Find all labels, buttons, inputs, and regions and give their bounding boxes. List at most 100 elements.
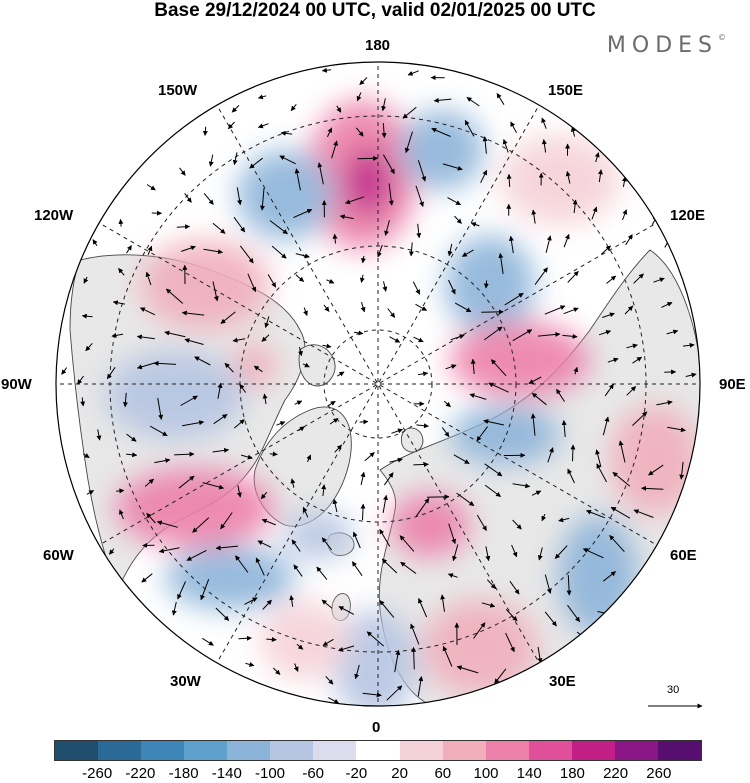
wind-vector-arrow	[351, 561, 363, 576]
wind-vector-arrow	[621, 176, 627, 187]
wind-vector-arrow	[418, 598, 428, 618]
wind-vector-arrow	[280, 130, 293, 136]
wind-vector-arrow	[470, 358, 476, 375]
wind-vector-arrow	[126, 452, 138, 458]
wind-vector-arrow	[582, 548, 604, 559]
colorbar-swatch	[485, 741, 529, 760]
wind-vector-arrow	[400, 561, 417, 575]
landmass-greenland	[253, 406, 352, 527]
wind-vector-arrow	[146, 512, 156, 524]
wind-vector-arrow	[496, 92, 505, 105]
wind-vector-arrow	[202, 482, 225, 490]
wind-vector-arrow	[157, 397, 164, 420]
wind-vector-arrow	[633, 273, 644, 284]
wind-vector-arrow	[484, 484, 502, 498]
anomaly-shading	[105, 100, 700, 706]
wind-vector-arrow	[505, 632, 515, 653]
wind-vector-arrow	[112, 300, 125, 306]
wind-vector-arrow	[442, 163, 463, 171]
wind-vector-arrow	[294, 400, 303, 406]
colorbar-swatch	[571, 741, 615, 760]
wind-vector-arrow	[433, 97, 452, 103]
wind-vector-arrow	[213, 413, 228, 425]
wind-vector-arrow	[359, 77, 368, 86]
wind-vector-arrow	[607, 357, 619, 363]
wind-vector-arrow	[567, 604, 581, 623]
wind-vector-arrow	[354, 664, 360, 680]
wind-vector-arrow	[269, 220, 288, 235]
anomaly-positive-east-siberia	[500, 135, 620, 225]
wind-vector-arrow	[180, 395, 198, 406]
lon-label-120e: 120E	[670, 207, 706, 224]
anomaly-negative-siberia	[445, 235, 535, 335]
colorbar-tick-label: 100	[473, 765, 499, 782]
wind-vector-arrow	[417, 160, 427, 182]
colorbar-tick-label: -60	[302, 765, 325, 782]
wind-vector-arrow	[136, 334, 155, 340]
wind-vector-arrow	[295, 253, 310, 259]
colorbar-swatch	[528, 741, 572, 760]
colorbar-swatch	[399, 741, 443, 760]
wind-vector-arrow	[667, 426, 686, 433]
wind-vector-arrow	[331, 140, 338, 159]
wind-vector-arrow	[322, 343, 332, 349]
wind-vector-arrow	[122, 392, 128, 408]
wind-vector-arrow	[262, 393, 268, 405]
wind-vector-arrow	[386, 685, 403, 701]
wind-vector-arrow	[566, 575, 572, 596]
wind-vector-arrow	[598, 329, 612, 336]
wind-vector-arrow	[473, 622, 486, 639]
colorbar-swatch	[227, 741, 271, 760]
wind-vector-arrow	[602, 312, 615, 318]
wind-vector-arrow	[476, 514, 487, 532]
wind-vector-arrow	[192, 517, 210, 533]
wind-vector-arrow	[360, 503, 366, 521]
wind-vector-arrow	[609, 535, 625, 553]
wind-vector-arrow	[215, 545, 239, 551]
wind-vector-arrow	[597, 169, 603, 183]
wind-vector-arrow	[144, 478, 154, 487]
wind-vector-arrow	[563, 233, 570, 248]
wind-vector-arrow	[181, 310, 205, 316]
wind-vector-arrow	[453, 454, 470, 465]
pole-blank-area	[340, 346, 416, 422]
wind-vector-arrow	[293, 663, 299, 672]
wind-vector-arrow	[618, 440, 626, 463]
wind-vector-arrow	[339, 214, 354, 220]
lon-label-150e: 150E	[548, 82, 584, 99]
wind-vector-arrow	[502, 139, 509, 153]
wind-vector-arrow	[200, 579, 210, 601]
wind-vector-arrow	[257, 94, 267, 100]
wind-vector-arrow	[594, 152, 600, 163]
anomaly-negative-north-atlantic	[333, 610, 417, 706]
wind-vector-arrow	[656, 400, 673, 406]
anomaly-negative-atlantic-west	[165, 546, 295, 610]
wind-vector-arrow	[450, 334, 465, 341]
colorbar-tick-label: -20	[345, 765, 368, 782]
wind-vector-arrow	[490, 359, 507, 377]
wind-vector-arrow	[247, 273, 257, 293]
lon-label-90w: 90W	[1, 376, 32, 393]
wind-vector-arrow	[96, 429, 102, 441]
wind-vector-arrow	[482, 136, 488, 154]
wind-vector-arrow	[481, 602, 496, 608]
anomaly-positive-baffin	[233, 343, 277, 387]
wind-vector-arrow	[402, 106, 417, 119]
reference-vector-label: 30	[667, 684, 680, 696]
wind-vector-arrow	[361, 255, 366, 264]
wind-vector-arrow	[176, 224, 191, 230]
colorbar-tick-label: 140	[516, 765, 542, 782]
wind-vector-arrow	[415, 185, 424, 207]
wind-vector-arrow	[632, 411, 648, 426]
wind-vector-arrow	[241, 454, 253, 460]
wind-vector-arrow	[567, 270, 579, 283]
wind-vector-arrow	[466, 96, 480, 107]
wind-vector-arrow	[480, 169, 488, 184]
colorbar-tick-label: -140	[211, 765, 242, 782]
wind-vector-arrow	[431, 127, 451, 137]
map-title: Base 29/12/2024 00 UTC, valid 02/01/2025…	[154, 0, 596, 21]
wind-vector-arrow	[179, 167, 186, 176]
wind-vector-arrow	[153, 360, 177, 366]
wind-vector-arrow	[306, 454, 312, 463]
